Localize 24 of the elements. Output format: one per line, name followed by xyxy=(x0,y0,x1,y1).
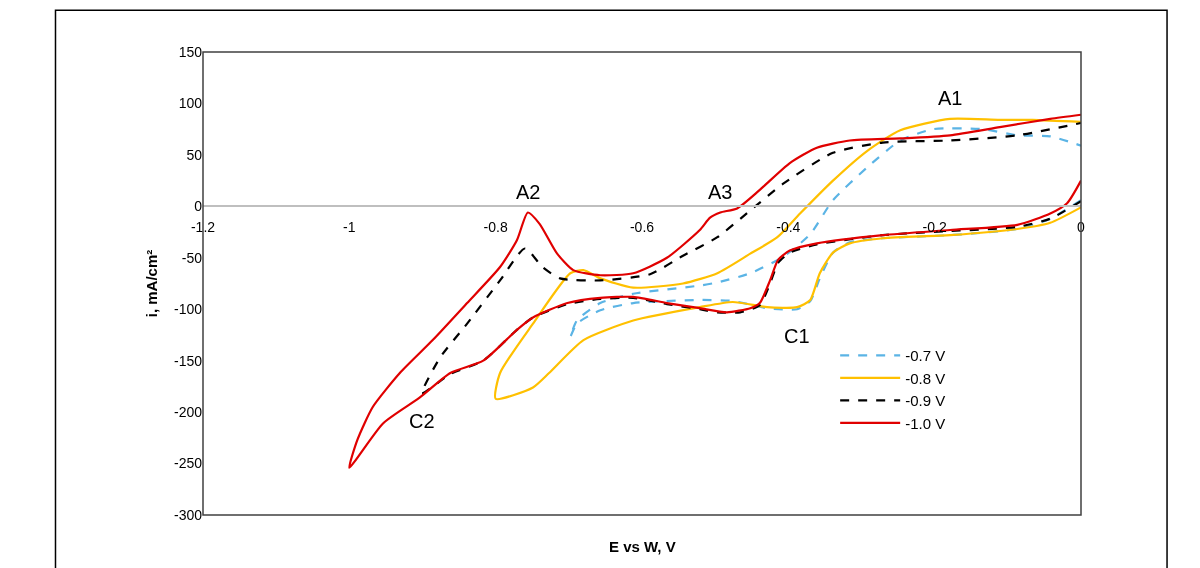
y-tick-label: 50 xyxy=(186,146,203,163)
legend-label: -0.7 V xyxy=(905,347,946,365)
y-tick-label: -200 xyxy=(173,404,203,421)
y-tick-label: -50 xyxy=(181,249,203,266)
y-tick-label: -250 xyxy=(173,455,203,472)
legend-label: -0.9 V xyxy=(905,392,946,410)
annotation: A2 xyxy=(516,181,541,203)
x-tick-label: -0.8 xyxy=(483,218,508,235)
y-tick-label: -100 xyxy=(173,301,203,318)
x-tick-label: -0.6 xyxy=(629,218,655,235)
y-axis-title: i, mA/cm² xyxy=(143,249,161,318)
y-tick-label: -300 xyxy=(173,506,203,523)
x-tick-label: -1 xyxy=(343,218,356,235)
y-tick-label: 150 xyxy=(178,43,203,60)
y-tick-label: 0 xyxy=(194,198,203,215)
legend-label: -0.8 V xyxy=(905,369,946,387)
legend-label: -1.0 V xyxy=(905,414,946,432)
annotation: A1 xyxy=(938,87,963,109)
x-axis-title: E vs W, V xyxy=(609,538,676,555)
y-tick-label: 100 xyxy=(178,95,203,112)
annotation: C1 xyxy=(784,325,810,347)
annotation: C2 xyxy=(409,410,435,432)
annotation: A3 xyxy=(708,181,733,203)
y-tick-label: -150 xyxy=(173,352,203,369)
